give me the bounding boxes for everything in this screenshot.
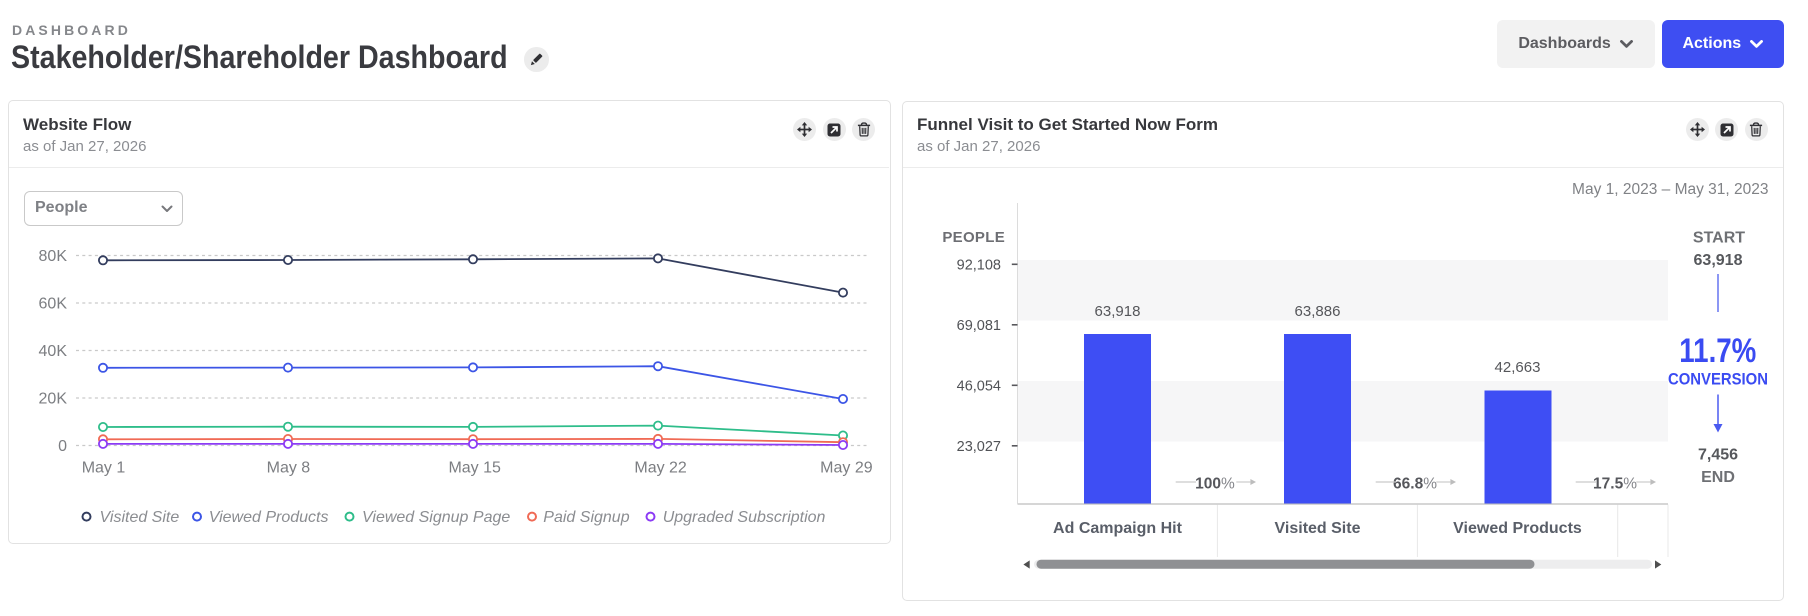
svg-text:69,081: 69,081	[957, 318, 1001, 334]
svg-text:42,663: 42,663	[1495, 359, 1541, 376]
svg-text:11.7%: 11.7%	[1679, 332, 1756, 370]
svg-text:66.8%: 66.8%	[1393, 475, 1437, 492]
svg-text:Upgraded Subscription: Upgraded Subscription	[663, 509, 826, 526]
svg-text:63,886: 63,886	[1295, 303, 1341, 320]
svg-text:May 1: May 1	[82, 460, 126, 477]
svg-text:0: 0	[58, 438, 67, 455]
svg-text:92,108: 92,108	[957, 258, 1001, 274]
svg-text:START: START	[1693, 230, 1745, 247]
svg-text:Visited Site: Visited Site	[100, 509, 180, 526]
svg-text:May 22: May 22	[634, 460, 687, 477]
svg-text:63,918: 63,918	[1694, 252, 1743, 269]
svg-text:PEOPLE: PEOPLE	[942, 229, 1005, 246]
svg-text:7,456: 7,456	[1698, 447, 1738, 464]
svg-text:Viewed Signup Page: Viewed Signup Page	[362, 509, 510, 526]
svg-text:Visited Site: Visited Site	[1275, 520, 1361, 537]
svg-text:60K: 60K	[39, 296, 68, 313]
svg-text:23,027: 23,027	[957, 439, 1001, 455]
svg-text:May 29: May 29	[820, 460, 873, 477]
svg-text:END: END	[1701, 469, 1735, 486]
svg-text:Paid Signup: Paid Signup	[543, 509, 629, 526]
svg-text:40K: 40K	[39, 343, 68, 360]
svg-text:Ad Campaign Hit: Ad Campaign Hit	[1053, 520, 1183, 537]
svg-text:100%: 100%	[1195, 475, 1235, 492]
svg-text:20K: 20K	[39, 391, 68, 408]
svg-text:May 15: May 15	[448, 460, 501, 477]
svg-text:46,054: 46,054	[957, 379, 1001, 395]
svg-text:CONVERSION: CONVERSION	[1668, 370, 1768, 389]
svg-text:Viewed Products: Viewed Products	[209, 509, 329, 526]
svg-text:63,918: 63,918	[1095, 303, 1141, 320]
svg-text:Viewed Products: Viewed Products	[1453, 520, 1582, 537]
svg-text:80K: 80K	[39, 248, 68, 265]
svg-text:May 8: May 8	[267, 460, 311, 477]
svg-text:17.5%: 17.5%	[1593, 475, 1637, 492]
